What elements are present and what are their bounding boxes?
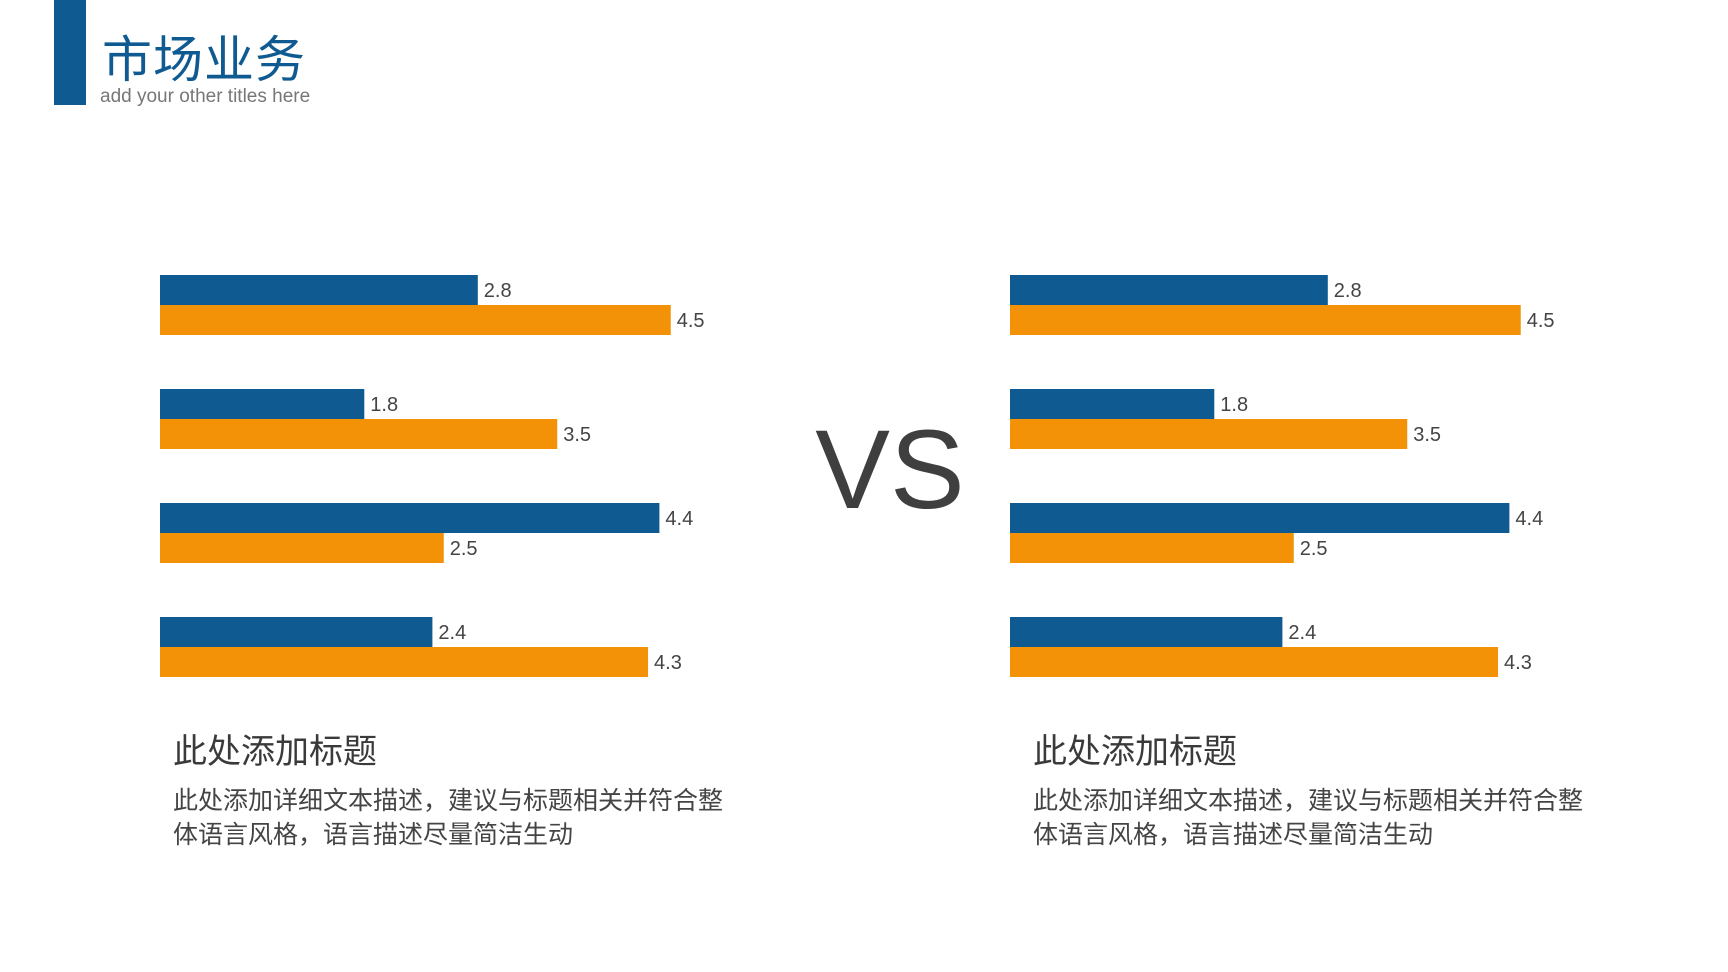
bar-3-series-1 xyxy=(160,503,660,533)
bar-4-series-1 xyxy=(160,617,433,647)
bar-4-series-2 xyxy=(160,647,649,677)
data-label-4-series-2: 4.3 xyxy=(654,652,682,674)
bar-2-series-2 xyxy=(1010,419,1408,449)
data-label-2-series-2: 3.5 xyxy=(1413,424,1441,446)
bar-2-series-1 xyxy=(1010,389,1215,419)
data-label-3-series-2: 2.5 xyxy=(450,538,478,560)
data-label-2-series-2: 3.5 xyxy=(563,424,591,446)
bar-chart-right: 2.8 4.5 1.8 3.5 4.4 2.5 2.4 4.3 xyxy=(1010,275,1555,677)
data-label-1-series-1: 2.8 xyxy=(1334,280,1362,302)
bar-1-series-1 xyxy=(1010,275,1328,305)
left-block-desc-line2: 体语言风格，语言描述尽量简洁生动 xyxy=(173,821,574,849)
bar-4-series-1 xyxy=(1010,617,1283,647)
data-label-1-series-1: 2.8 xyxy=(484,280,512,302)
data-label-2-series-1: 1.8 xyxy=(370,394,398,416)
page-title: 市场业务 xyxy=(102,31,306,89)
data-label-3-series-1: 4.4 xyxy=(1515,508,1543,530)
bar-3-series-2 xyxy=(1010,533,1294,563)
bar-3-series-2 xyxy=(160,533,444,563)
data-label-3-series-1: 4.4 xyxy=(665,508,693,530)
page-subtitle: add your other titles here xyxy=(100,86,311,107)
data-label-4-series-1: 2.4 xyxy=(1288,622,1316,644)
bar-4-series-2 xyxy=(1010,647,1499,677)
left-block-title: 此处添加标题 xyxy=(173,733,377,771)
data-label-1-series-2: 4.5 xyxy=(677,310,705,332)
right-block-description: 此处添加详细文本描述，建议与标题相关并符合整 体语言风格，语言描述尽量简洁生动 xyxy=(1033,784,1613,852)
right-block-desc-line1: 此处添加详细文本描述，建议与标题相关并符合整 xyxy=(1033,787,1584,815)
data-label-4-series-2: 4.3 xyxy=(1504,652,1532,674)
data-label-1-series-2: 4.5 xyxy=(1527,310,1555,332)
bar-chart-left: 2.8 4.5 1.8 3.5 4.4 2.5 2.4 4.3 xyxy=(160,275,705,677)
vs-label: VS xyxy=(815,407,965,532)
bar-3-series-1 xyxy=(1010,503,1510,533)
bar-1-series-1 xyxy=(160,275,478,305)
data-label-4-series-1: 2.4 xyxy=(438,622,466,644)
bar-2-series-1 xyxy=(160,389,365,419)
bar-1-series-2 xyxy=(160,305,671,335)
data-label-3-series-2: 2.5 xyxy=(1300,538,1328,560)
right-block-desc-line2: 体语言风格，语言描述尽量简洁生动 xyxy=(1033,821,1434,849)
bar-2-series-2 xyxy=(160,419,558,449)
title-accent-bar xyxy=(54,0,86,105)
right-block-title: 此处添加标题 xyxy=(1033,733,1237,771)
data-label-2-series-1: 1.8 xyxy=(1220,394,1248,416)
left-block-desc-line1: 此处添加详细文本描述，建议与标题相关并符合整 xyxy=(173,787,724,815)
left-block-description: 此处添加详细文本描述，建议与标题相关并符合整 体语言风格，语言描述尽量简洁生动 xyxy=(173,784,753,852)
bar-1-series-2 xyxy=(1010,305,1521,335)
